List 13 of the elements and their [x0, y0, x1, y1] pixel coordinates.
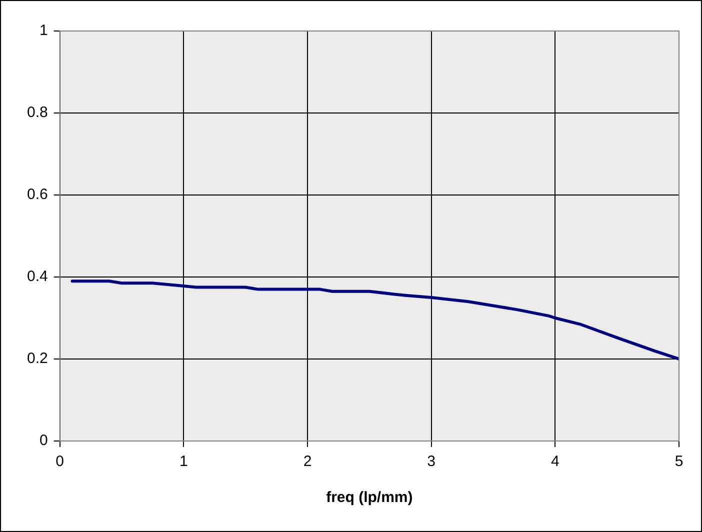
- x-tick-label: 1: [180, 453, 188, 470]
- y-tick-label: 0: [40, 432, 48, 450]
- x-axis-title: freq (lp/mm): [326, 489, 413, 506]
- x-tick-label: 5: [674, 453, 684, 470]
- x-tick-label: 3: [427, 453, 436, 470]
- x-tick-label: 2: [303, 453, 312, 470]
- y-tick-label: 0.4: [26, 268, 48, 286]
- y-tick-label: 0.2: [26, 350, 48, 368]
- y-tick-label: 0.6: [26, 186, 48, 204]
- y-tick-label: 1: [40, 22, 48, 40]
- x-tick-label: 4: [551, 453, 560, 470]
- y-tick-label: 0.8: [26, 104, 48, 122]
- x-tick-label: 0: [56, 453, 64, 470]
